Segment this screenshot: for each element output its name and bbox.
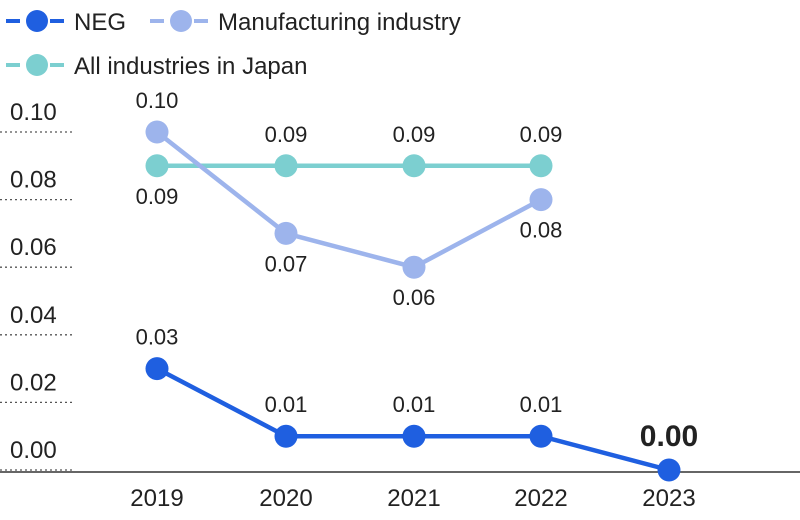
y-tick-label: 0.06 (10, 234, 57, 261)
data-label: 0.08 (520, 218, 563, 243)
series-1: 0.10 0.07 0.06 0.08 (136, 88, 563, 310)
data-label: 0.10 (136, 88, 179, 113)
y-axis: 0.10 0.08 0.06 0.04 0.02 0.00 (0, 99, 72, 471)
y-tick-label: 0.02 (10, 369, 57, 396)
data-label: 0.07 (265, 251, 308, 276)
data-point (402, 255, 426, 279)
data-point (402, 154, 426, 178)
data-label: 0.09 (393, 122, 436, 147)
data-point (529, 154, 553, 178)
series-group: 0.09 0.09 0.09 0.09 0.10 0.07 0.06 0.08 0.03 0.01… (136, 88, 698, 482)
data-point (402, 424, 426, 448)
data-label: 0.09 (520, 122, 563, 147)
series-line (155, 130, 543, 270)
data-point (274, 221, 298, 245)
x-axis: 2019 2020 2021 2022 2023 (0, 471, 800, 512)
x-tick-label: 2019 (130, 485, 183, 512)
data-label: 0.01 (520, 392, 563, 417)
y-tick-label: 0.08 (10, 167, 57, 194)
data-label: 0.01 (265, 392, 308, 417)
data-label: 0.03 (136, 325, 179, 350)
legend-item-1: Manufacturing industry (150, 9, 461, 36)
series-line (155, 366, 670, 473)
legend-item-0: NEG (6, 9, 126, 36)
data-label: 0.09 (265, 122, 308, 147)
x-tick-label: 2022 (514, 485, 567, 512)
legend-label: All industries in Japan (74, 53, 307, 80)
y-tick-label: 0.00 (10, 437, 57, 464)
series-0: 0.03 0.01 0.01 0.01 0.00 (136, 325, 698, 482)
legend-marker (170, 10, 192, 32)
x-tick-label: 2023 (642, 485, 695, 512)
data-point (657, 458, 681, 482)
data-point (529, 424, 553, 448)
data-point (274, 154, 298, 178)
data-point (145, 154, 169, 178)
data-point (274, 424, 298, 448)
data-label: 0.00 (640, 420, 698, 453)
legend-marker (26, 54, 48, 76)
y-tick-label: 0.10 (10, 99, 57, 126)
data-point (145, 120, 169, 144)
legend-label: NEG (74, 9, 126, 36)
y-tick-label: 0.04 (10, 302, 57, 329)
data-label: 0.01 (393, 392, 436, 417)
legend-label: Manufacturing industry (218, 9, 461, 36)
data-label: 0.06 (393, 285, 436, 310)
x-tick-label: 2021 (387, 485, 440, 512)
x-tick-label: 2020 (259, 485, 312, 512)
legend-marker (26, 10, 48, 32)
legend-item-2: All industries in Japan (6, 53, 307, 80)
data-label: 0.09 (136, 184, 179, 209)
legend: NEG Manufacturing industry All industries … (6, 9, 461, 80)
data-point (529, 188, 553, 212)
data-point (145, 357, 169, 381)
series-2: 0.09 0.09 0.09 0.09 (136, 122, 563, 209)
